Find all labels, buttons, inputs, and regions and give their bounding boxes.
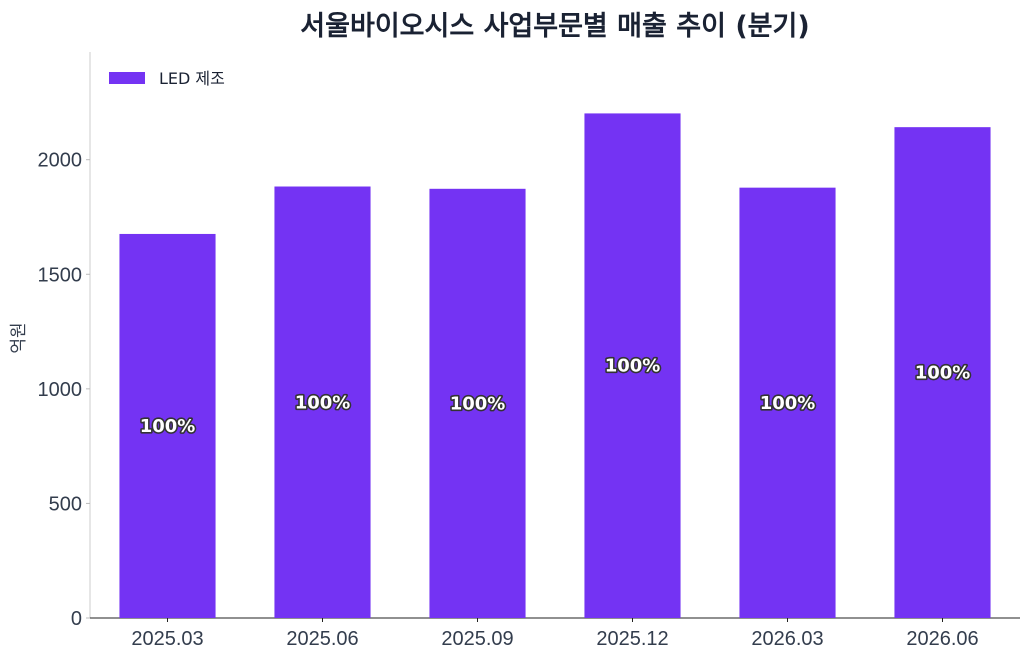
legend: LED 제조 [109, 69, 225, 88]
y-tick-label: 1000 [38, 379, 83, 401]
x-tick-label: 2025.03 [131, 628, 203, 650]
x-tick-label: 2025.12 [596, 628, 668, 650]
bar-data-label: 100% [295, 392, 351, 413]
y-tick-label: 2000 [38, 150, 83, 172]
x-tick-label: 2025.06 [286, 628, 358, 650]
bar [584, 113, 681, 619]
y-tick-label: 1500 [38, 264, 83, 286]
x-axis: 2025.03 2025.06 2025.09 2025.12 2026.03 2026.… [131, 618, 979, 650]
x-tick-label: 2026.06 [906, 628, 978, 650]
bar-data-label: 100% [605, 356, 661, 377]
bar [429, 188, 526, 618]
chart-title: 서울바이오시스 사업부문별 매출 추이 (분기) [300, 11, 810, 42]
bar-data-label: 100% [760, 393, 816, 414]
y-tick-label: 0 [71, 608, 82, 630]
bar-series [119, 113, 991, 619]
bar-data-label: 100% [915, 363, 971, 384]
bar [274, 186, 371, 618]
bar-data-label: 100% [140, 416, 196, 437]
plot-area [89, 52, 1020, 619]
bar [119, 233, 216, 618]
x-tick-label: 2025.09 [441, 628, 513, 650]
legend-label: LED 제조 [159, 69, 225, 88]
x-tick-label: 2026.03 [751, 628, 823, 650]
y-axis-title: 억원 [9, 322, 29, 353]
y-tick-label: 500 [49, 493, 82, 515]
legend-swatch [109, 72, 145, 84]
bar [894, 127, 991, 618]
y-axis: 0 500 1000 1500 2000 [38, 150, 90, 630]
bar [739, 187, 836, 618]
bar-data-label: 100% [450, 393, 506, 414]
bar-labels: 100% 100% 100% 100% 100% 100% [138, 354, 972, 438]
